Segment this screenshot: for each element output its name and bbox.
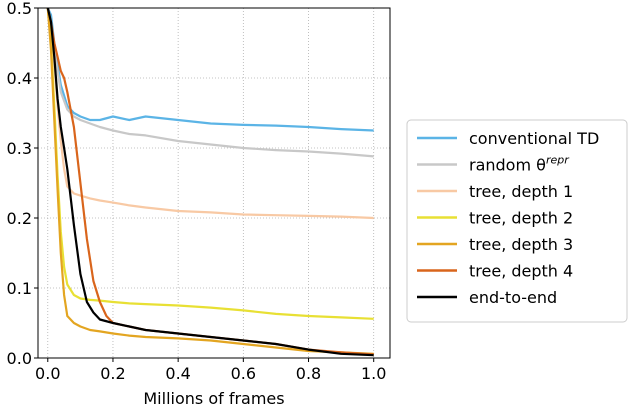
y-axis: 0.0 0.1 0.2 0.3 0.4 0.5 — [7, 0, 38, 368]
x-axis: 0.0 0.2 0.4 0.6 0.8 1.0 — [35, 358, 386, 383]
legend-label: tree, depth 4 — [469, 262, 573, 281]
legend: conventional TD random θrepr tree, depth 1… — [406, 119, 628, 323]
series-lines — [46, 8, 374, 357]
y-tick-label: 0.1 — [7, 279, 32, 298]
series-line-2 — [46, 8, 374, 220]
x-tick-label: 0.4 — [165, 364, 190, 383]
legend-label: random θrepr — [469, 154, 570, 175]
series-line-3 — [46, 8, 374, 320]
y-tick-label: 0.0 — [7, 349, 32, 368]
y-tick-label: 0.4 — [7, 69, 32, 88]
x-axis-label: Millions of frames — [143, 389, 284, 406]
series-line-5 — [46, 8, 374, 356]
legend-label: tree, depth 1 — [469, 182, 573, 201]
legend-label: end-to-end — [469, 288, 557, 307]
plot-frame — [37, 7, 391, 359]
grid-lines — [38, 7, 390, 359]
y-tick-label: 0.3 — [7, 139, 32, 158]
series-line-0 — [46, 8, 374, 132]
legend-label: tree, depth 2 — [469, 209, 573, 228]
legend-label: tree, depth 3 — [469, 235, 573, 254]
x-tick-label: 0.6 — [231, 364, 256, 383]
legend-label: conventional TD — [469, 129, 599, 148]
x-tick-label: 0.8 — [296, 364, 321, 383]
series-line-4 — [46, 8, 374, 355]
series-line-1 — [46, 8, 374, 158]
legend-box — [406, 119, 628, 323]
series-line-6 — [46, 8, 374, 357]
y-tick-label: 0.5 — [7, 0, 32, 18]
y-tick-label: 0.2 — [7, 209, 32, 228]
x-tick-label: 0.2 — [100, 364, 125, 383]
x-tick-label: 1.0 — [361, 364, 386, 383]
x-tick-label: 0.0 — [35, 364, 60, 383]
